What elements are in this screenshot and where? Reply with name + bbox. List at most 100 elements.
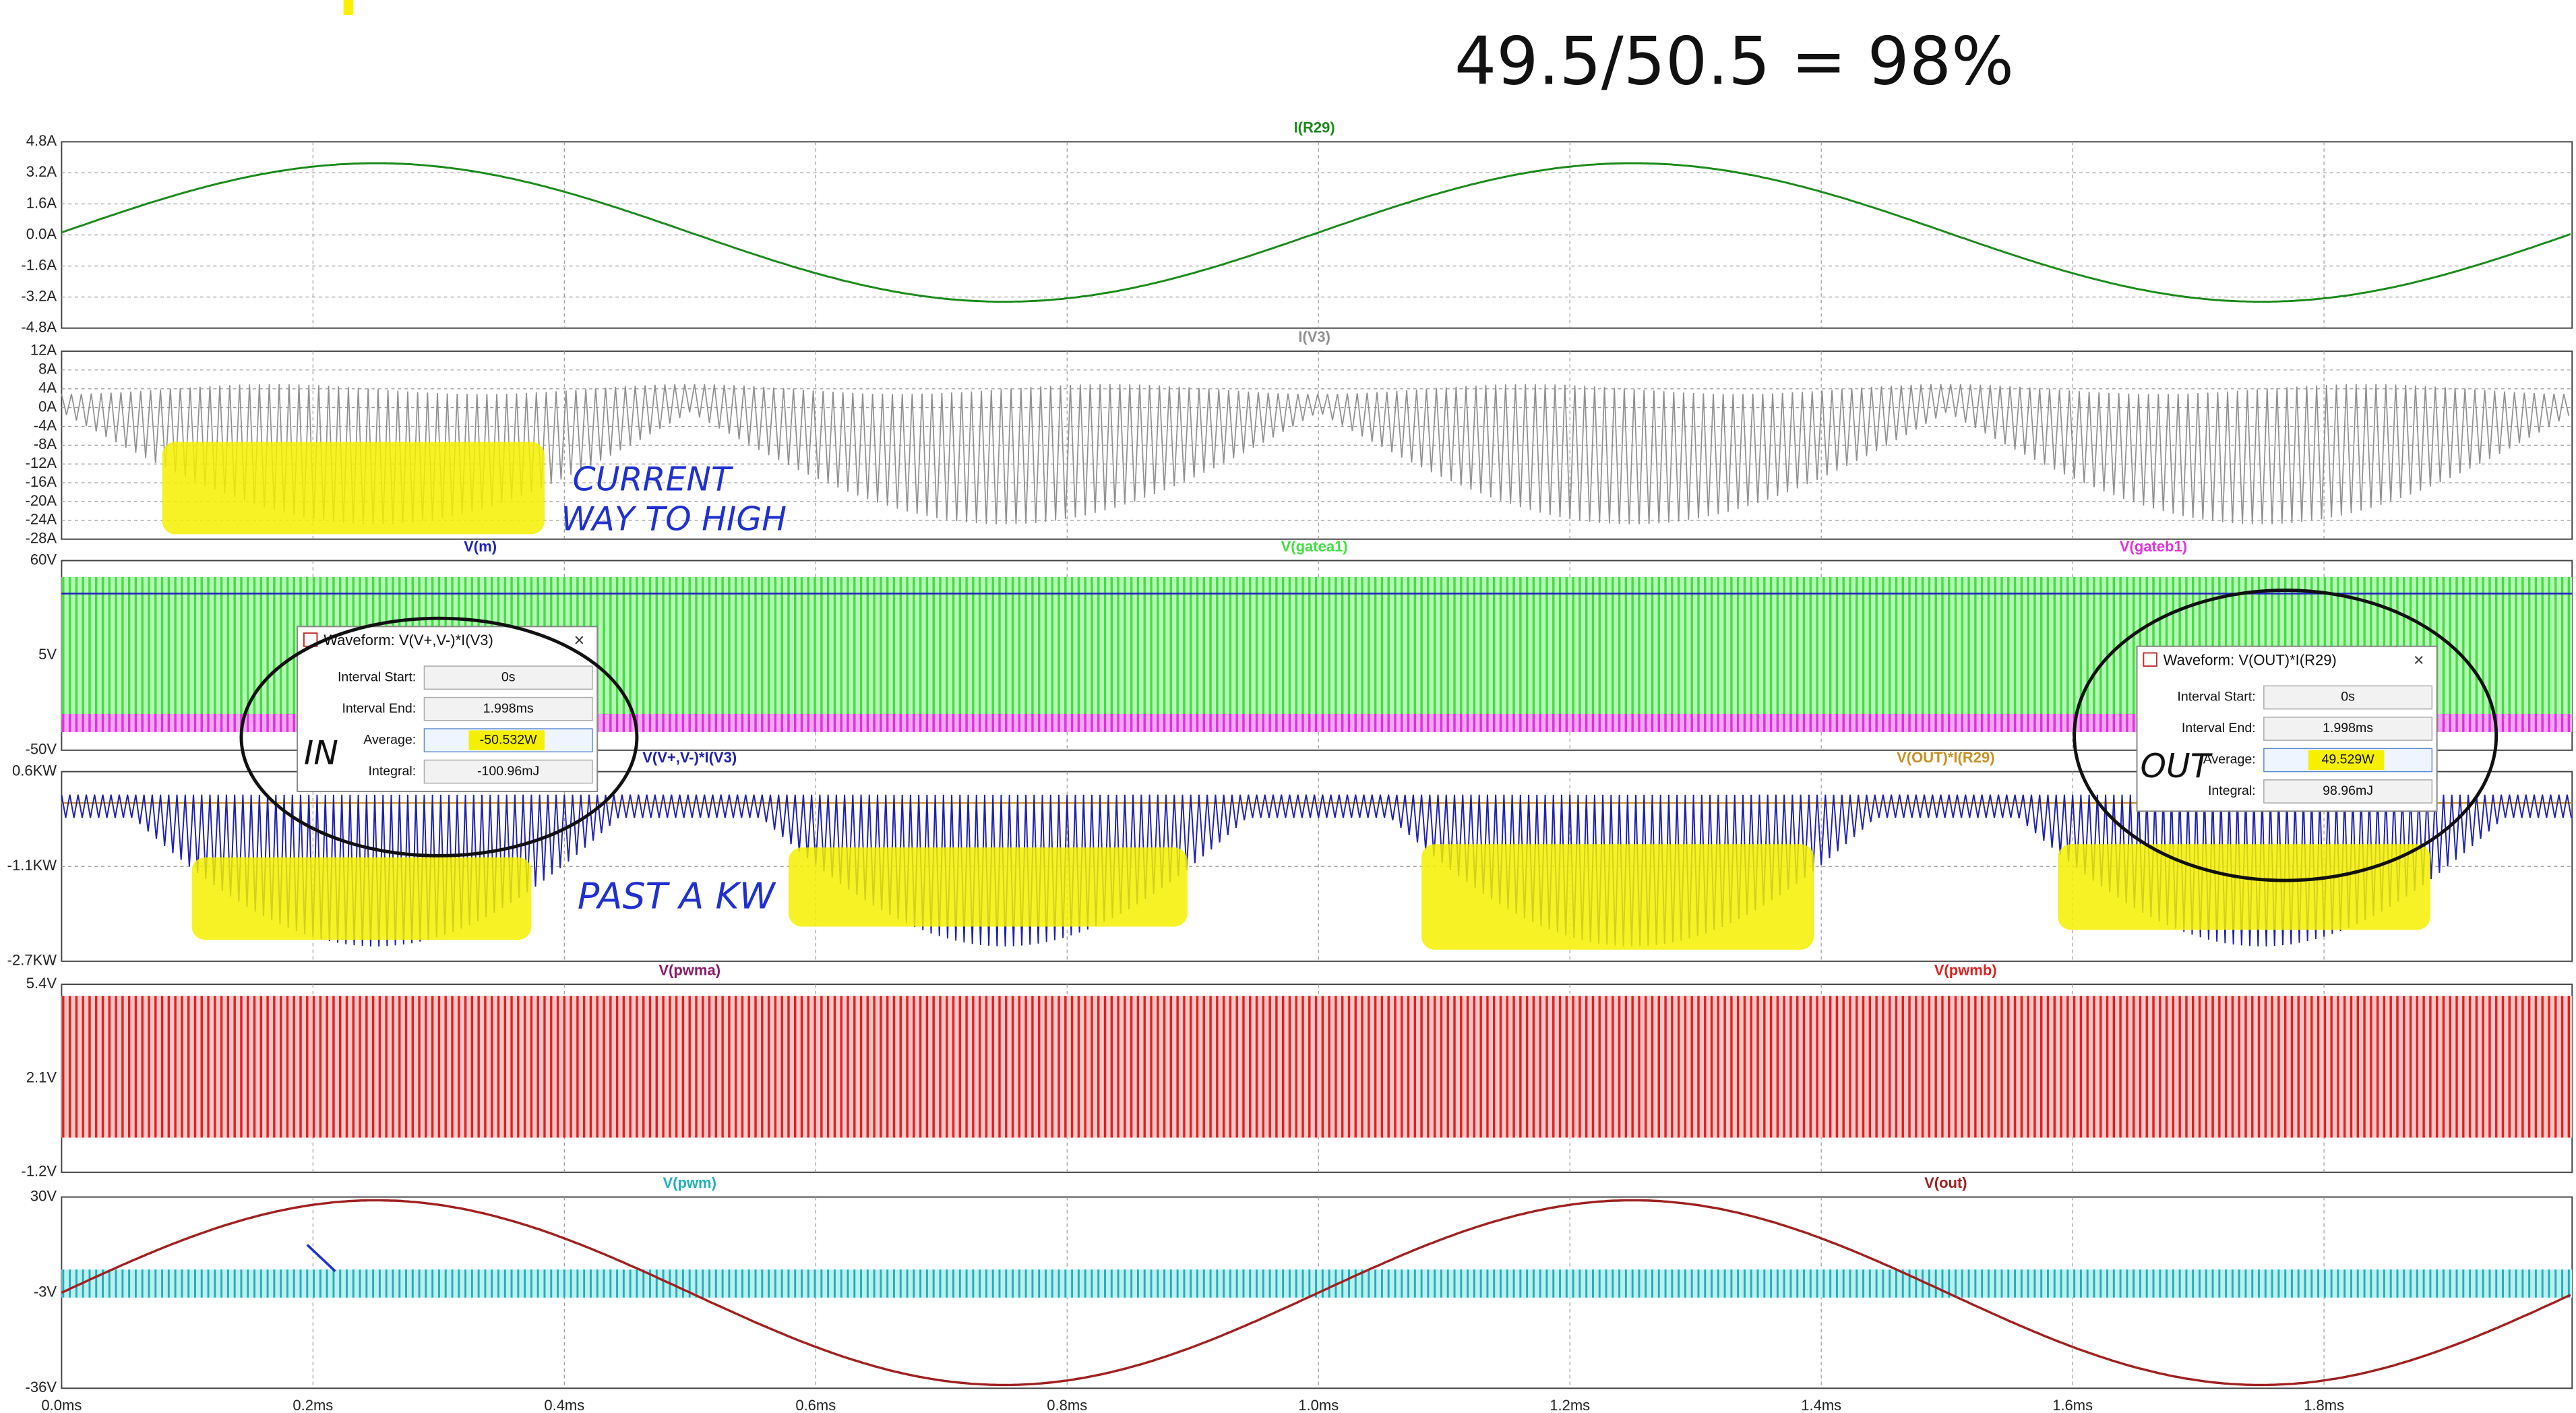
field-label: Interval End: [2182,721,2256,735]
y-tick-label: -1.1KW [7,857,57,874]
waveform [61,1199,2571,1387]
y-tick-label: 1.6A [26,194,57,211]
y-tick-label: 12A [30,342,57,359]
waveform [62,996,2571,1138]
y-tick-label: -20A [26,492,57,509]
y-tick-label: -16A [26,473,57,490]
y-tick-label: -3V [34,1283,57,1300]
field-label: Integral: [2208,783,2256,798]
field-value: 0s [2341,690,2355,704]
field-box [423,696,593,721]
handwritten-note: OUT [2140,747,2213,785]
x-tick-label: 0.0ms [41,1397,82,1413]
field-box [423,759,593,784]
handwritten-note: PAST A KW [578,875,776,918]
annotation-circle [239,616,639,858]
y-tick-label: -12A [26,454,57,471]
x-tick-label: 1.2ms [1550,1397,1590,1413]
trace-label: V(gateb1) [2120,538,2187,555]
y-tick-label: 5.4V [26,975,57,992]
field-value: 98.96mJ [2323,783,2373,798]
highlight [162,442,545,535]
trace-label: I(V3) [1298,328,1330,345]
handwritten-note: CURRENT [573,460,734,499]
field-box [2263,685,2433,710]
y-tick-label: 4.8A [26,132,57,149]
highlight [2058,844,2430,930]
y-tick-label: -1.6A [21,256,57,273]
y-tick-label: 5V [38,646,57,663]
field-value: 1.998ms [483,701,534,716]
highlight [1421,844,1814,950]
y-tick-label: 8A [38,361,57,378]
trace-label: I(R29) [1294,119,1335,136]
highlight [2308,750,2385,771]
x-tick-label: 0.2ms [293,1397,333,1413]
waveform-dialog: Waveform: V(OUT)*I(R29) × Interval Start: 0… [2136,645,2438,812]
y-tick-label: -24A [26,511,57,528]
field-label: Average: [2203,752,2256,767]
trace-label: V(out) [1924,1174,1967,1191]
field-value: 49.529W [2321,752,2374,767]
field-label: Interval End: [342,701,416,716]
trace-label: V(pwma) [658,961,720,978]
waveform-dialog: Waveform: V(V+,V-)*I(V3) × Interval Start:… [297,626,599,792]
trace-label: V(gatea1) [1281,538,1348,555]
y-tick-label: -4A [34,417,57,433]
field-value: -100.96mJ [477,764,539,779]
y-tick-label: 2.1V [26,1069,57,1085]
marker [343,0,354,16]
y-tick-label: 3.2A [26,163,57,180]
field-label: Interval Start: [338,669,416,684]
y-tick-label: -36V [26,1379,57,1395]
dialog-title: Waveform: V(V+,V-)*I(V3) [324,632,493,649]
field-label: Integral: [369,764,417,779]
field-box [2263,717,2433,741]
x-tick-label: 0.4ms [544,1397,584,1413]
annotation-circle [2073,589,2498,882]
trace-label: V(pwm) [663,1174,716,1191]
waveform [62,1269,2570,1298]
field-box [423,665,593,690]
field-label: Interval Start: [2177,690,2255,704]
highlight [191,857,532,940]
field-value: -50.532W [480,732,537,747]
y-tick-label: 0.6KW [12,762,57,779]
close-button[interactable]: × [574,630,584,651]
x-tick-label: 1.8ms [2304,1397,2344,1413]
x-tick-label: 0.8ms [1047,1397,1087,1413]
y-tick-label: -8A [34,435,57,452]
y-tick-label: -1.2V [21,1163,57,1180]
y-tick-label: 30V [30,1187,57,1204]
field-value: 0s [501,669,516,684]
y-tick-label: -4.8A [21,319,57,336]
x-tick-label: 1.0ms [1298,1397,1339,1413]
y-tick-label: -2.7KW [7,952,57,969]
close-button[interactable]: × [2414,650,2424,670]
highlight [788,847,1188,927]
handwritten-note: IN [304,734,338,773]
handwritten-note: WAY TO HIGH [561,500,787,538]
highlight [468,730,545,750]
dialog-icon [2143,652,2157,667]
y-tick-label: -28A [26,530,57,547]
y-tick-label: 4A [38,380,57,396]
y-tick-label: -3.2A [21,287,57,304]
y-tick-label: 0A [38,398,57,415]
trace-label: V(m) [464,538,497,555]
x-tick-label: 1.6ms [2052,1397,2093,1413]
dialog-title: Waveform: V(OUT)*I(R29) [2164,652,2337,669]
field-label: Average: [363,732,416,747]
trace-label: V(pwmb) [1934,961,1997,978]
field-box [2263,779,2433,804]
y-tick-label: 0.0A [26,225,57,242]
annotation-stroke [306,1244,336,1273]
x-tick-label: 1.4ms [1801,1397,1841,1413]
trace-label: V(OUT)*I(R29) [1897,749,1994,766]
field-value: 1.998ms [2323,721,2373,735]
waveform [61,162,2571,303]
trace-label: V(V+,V-)*I(V3) [642,749,737,766]
y-tick-label: -50V [26,741,57,758]
handwritten-note: 49.5/50.5 = 98% [1454,24,2014,100]
y-tick-label: 60V [30,551,57,568]
